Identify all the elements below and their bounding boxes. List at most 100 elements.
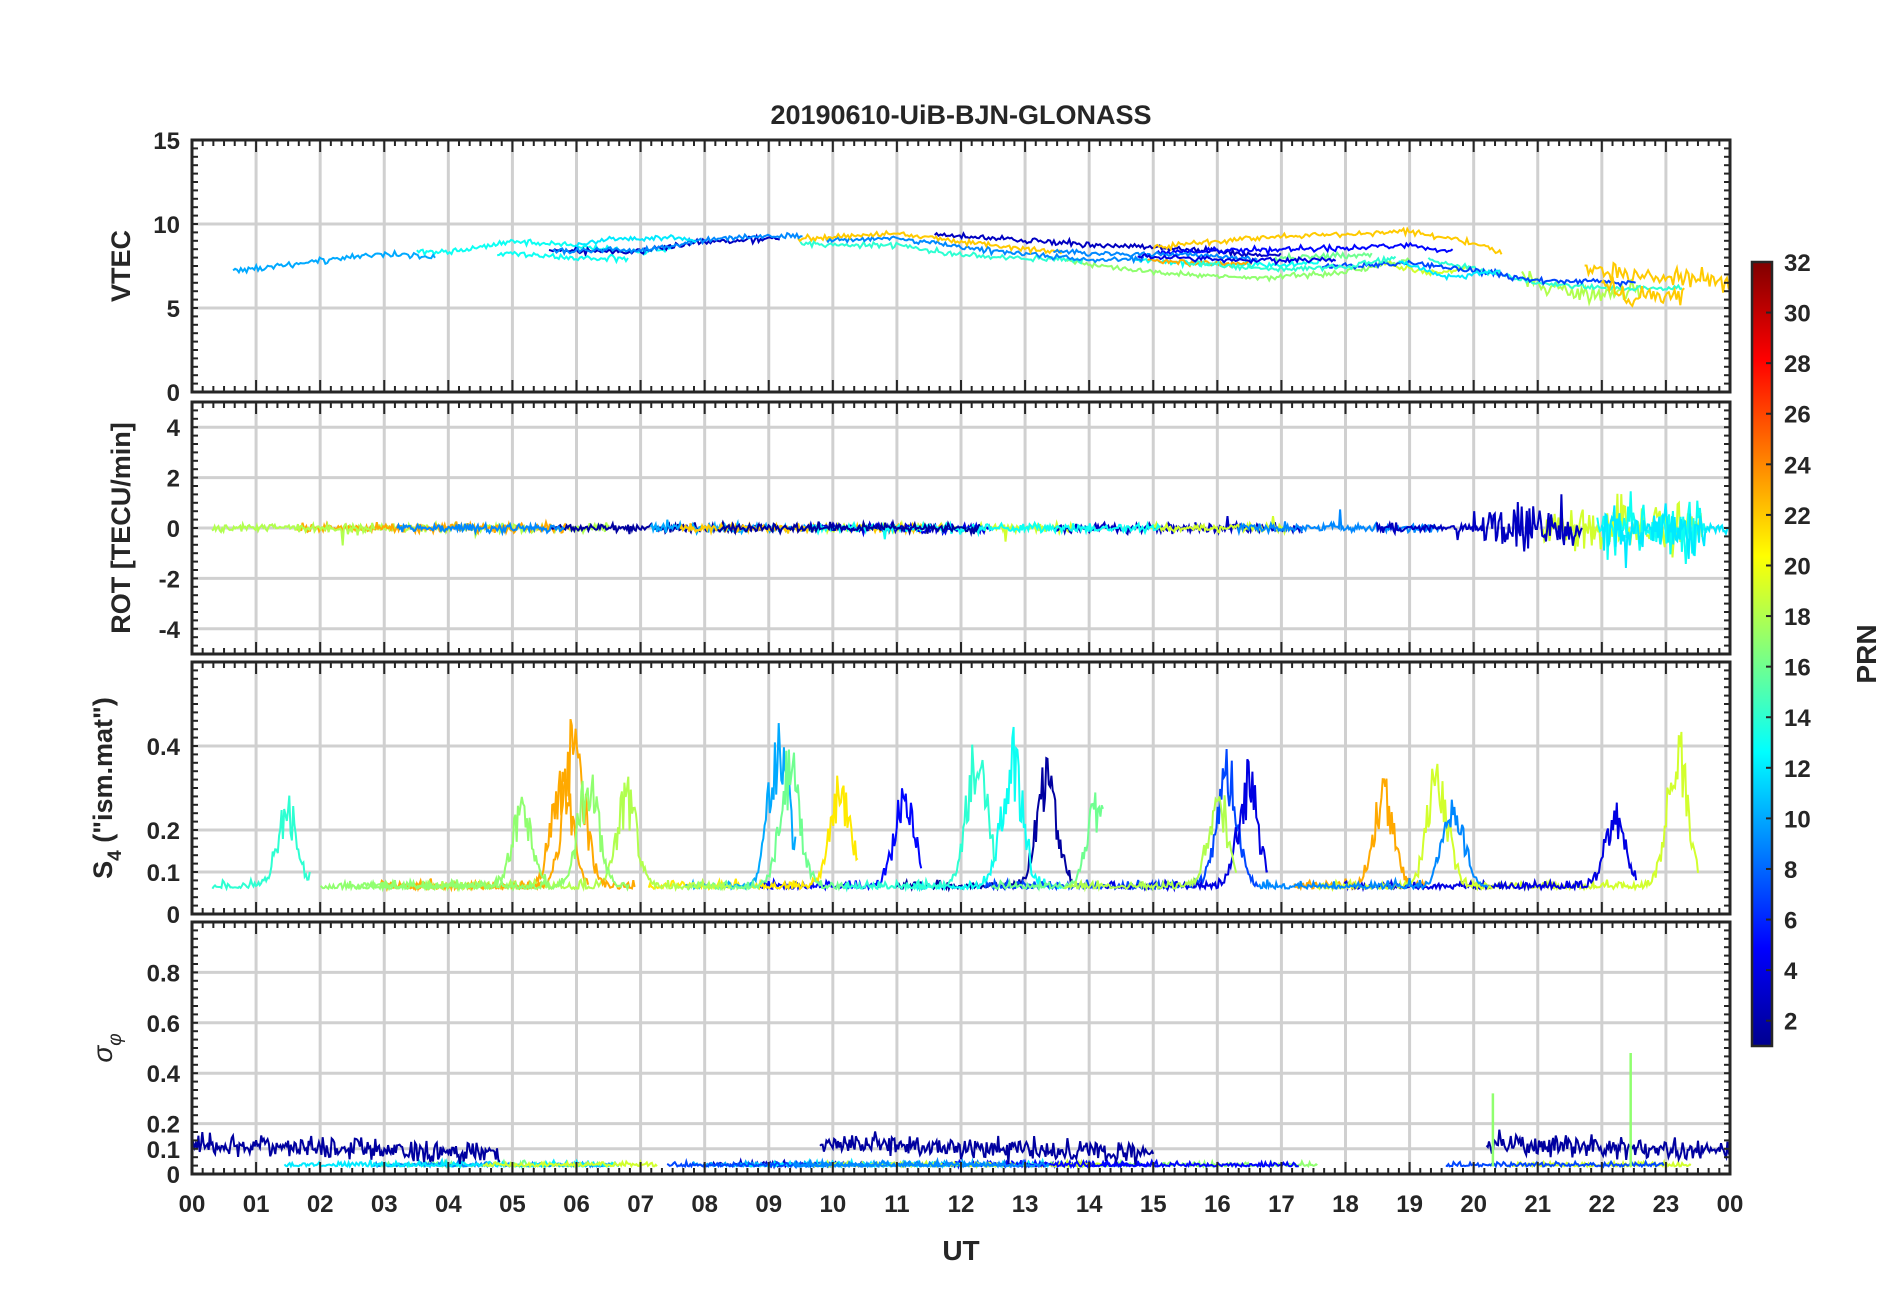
y-axis-label: VTEC — [106, 230, 136, 302]
y-tick-label: 0 — [167, 1162, 180, 1189]
x-tick-label: 16 — [1204, 1191, 1231, 1218]
colorbar-gradient — [1752, 262, 1772, 1046]
y-tick-label: 0 — [167, 380, 180, 407]
y-axis-label: σφ — [87, 1033, 126, 1062]
panel-sigma_phi: 00.10.2 0.4 0.6 0.8 σφ — [87, 920, 1732, 1189]
series-line-rot-11 — [211, 520, 376, 546]
series-line-vtec-17 — [1398, 260, 1501, 282]
x-tick-label: 00 — [179, 1191, 206, 1218]
x-tick-label: 15 — [1140, 1191, 1167, 1218]
colorbar-tick-label: 28 — [1784, 351, 1811, 378]
y-tick-label: 15 — [153, 128, 180, 155]
x-tick-label: 19 — [1396, 1191, 1423, 1218]
y-tick-label: 0.1 — [147, 1137, 180, 1164]
series-line-s4-13 — [211, 795, 311, 892]
y-axis-label: ROT [TECU/min] — [106, 422, 136, 633]
x-tick-label: 03 — [371, 1191, 398, 1218]
y-tick-label: 0.1 — [147, 860, 180, 887]
series-line-sigma-15 — [1445, 1159, 1665, 1169]
series-line-rot-9 — [1150, 515, 1291, 537]
series-line-vtec-12 — [1322, 259, 1636, 288]
series-line-vtec-22 — [1053, 248, 1258, 264]
series-line-vtec-6 — [799, 239, 1084, 265]
series-line-sigma-13 — [792, 1156, 992, 1170]
x-tick-label: 21 — [1524, 1191, 1551, 1218]
series-line-s4-6 — [1293, 778, 1428, 892]
colorbar-tick-label: 32 — [1784, 250, 1811, 277]
x-tick-label: 02 — [307, 1191, 334, 1218]
series-line-vtec-10 — [548, 233, 781, 258]
colorbar-tick-label: 16 — [1784, 655, 1811, 682]
x-axis-label: UT — [942, 1235, 979, 1266]
x-tick-label: 23 — [1653, 1191, 1680, 1218]
x-tick-label: 13 — [1012, 1191, 1039, 1218]
y-tick-label: 0.4 — [147, 1061, 181, 1088]
x-tick-label: 08 — [691, 1191, 718, 1218]
x-tick-label: 09 — [755, 1191, 782, 1218]
series-line-vtec-18 — [232, 248, 436, 275]
y-tick-label: 0.2 — [147, 818, 180, 845]
panel-rot: -4 -2 0 2 4 ROT [TECU/min] — [106, 400, 1732, 656]
series-line-sigma-elevated-0 — [192, 1131, 501, 1165]
x-tick-label: 05 — [499, 1191, 526, 1218]
y-tick-label: 0.6 — [147, 1011, 180, 1038]
x-tick-label: 12 — [948, 1191, 975, 1218]
series-line-rot-5 — [396, 520, 565, 537]
colorbar-tick-label: 20 — [1784, 553, 1811, 580]
colorbar-tick-label: 4 — [1784, 958, 1798, 985]
series-line-vtec-23 — [1187, 254, 1397, 273]
y-tick-label: 10 — [153, 212, 180, 239]
x-tick-label: 06 — [563, 1191, 590, 1218]
series-line-vtec-16 — [1152, 226, 1503, 255]
panel-traces — [232, 226, 1730, 308]
colorbar-tick-label: 12 — [1784, 756, 1811, 783]
series-line-s4-20 — [1064, 795, 1238, 893]
series-line-vtec-11 — [497, 250, 629, 265]
colorbar-tick-label: 14 — [1784, 705, 1811, 732]
chart-title: 20190610-UiB-BJN-GLONASS — [770, 100, 1151, 130]
series-line-vtec-13 — [825, 234, 1145, 265]
y-axis-label-rest: ("ism.mat") — [88, 697, 118, 850]
panel-traces — [211, 718, 1699, 893]
x-tick-label: 10 — [819, 1191, 846, 1218]
series-line-vtec-14 — [797, 229, 1063, 255]
series-line-s4-18 — [1257, 799, 1489, 891]
colorbar-tick-label: 6 — [1784, 908, 1797, 935]
series-line-s4-3 — [647, 775, 859, 892]
y-tick-label: 4 — [167, 415, 181, 442]
y-tick-label: 2 — [167, 466, 180, 493]
x-tick-label: 01 — [243, 1191, 270, 1218]
colorbar-tick-label: 30 — [1784, 301, 1811, 328]
panel-traces — [192, 1053, 1730, 1171]
colorbar-tick-label: 2 — [1784, 1009, 1797, 1036]
x-tick-label: 20 — [1460, 1191, 1487, 1218]
colorbar-tick-label: 22 — [1784, 503, 1811, 530]
series-line-rot-6 — [649, 519, 819, 537]
series-line-vtec-19 — [1272, 250, 1373, 263]
x-tick-label: 00 — [1717, 1191, 1744, 1218]
series-line-rot-15 — [1375, 494, 1583, 552]
series-line-rot-14 — [1600, 503, 1730, 569]
colorbar-label: PRN — [1851, 624, 1882, 683]
colorbar-tick-label: 24 — [1784, 452, 1811, 479]
series-line-sigma-elevated-2 — [1485, 1129, 1730, 1163]
y-axis-label-main: σ — [87, 1045, 118, 1063]
series-line-rot-17 — [717, 518, 981, 538]
series-line-s4-21 — [354, 774, 630, 893]
x-tick-label: 11 — [884, 1191, 909, 1218]
x-tick-label: 04 — [435, 1191, 462, 1218]
y-tick-label: 0.2 — [147, 1112, 180, 1139]
colorbar-tick-label: 26 — [1784, 402, 1811, 429]
y-tick-label: -4 — [159, 617, 181, 644]
panel-s4: 0 0.1 0.2 0.4 S4 ("ism.mat") — [88, 660, 1732, 929]
x-tick-label: 07 — [627, 1191, 654, 1218]
series-line-s4-16 — [991, 792, 1104, 892]
y-axis-label-sub: 4 — [105, 850, 126, 861]
series-line-s4-5 — [912, 726, 1062, 892]
x-tick-label: 14 — [1076, 1191, 1103, 1218]
series-line-vtec-24 — [1600, 276, 1685, 308]
y-tick-label: 5 — [167, 296, 180, 323]
series-line-sigma-elevated-1 — [819, 1131, 1155, 1165]
